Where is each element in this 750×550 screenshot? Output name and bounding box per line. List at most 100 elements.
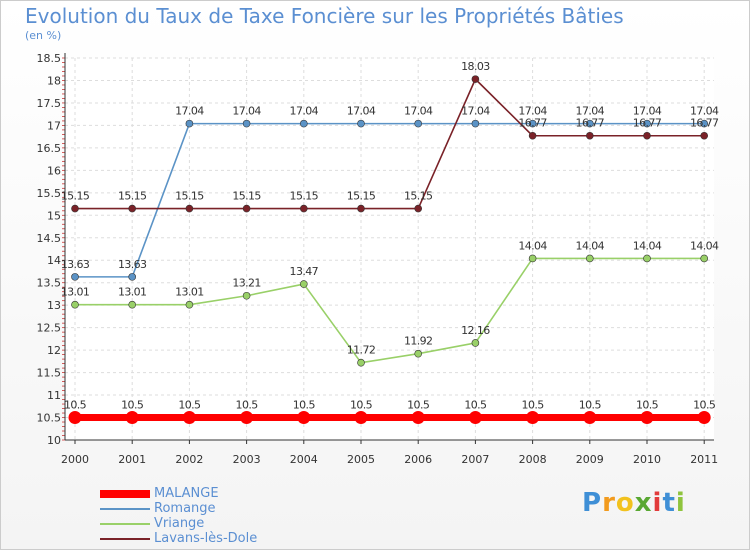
data-label: 13.01 — [118, 286, 147, 299]
x-tick-label: 2007 — [461, 453, 489, 466]
data-point — [585, 131, 594, 140]
data-point — [68, 411, 82, 425]
data-label: 13.21 — [232, 277, 261, 290]
legend-label-malange: MALANGE — [154, 486, 219, 501]
data-point — [583, 411, 597, 425]
y-tick-label: 14 — [47, 254, 61, 267]
data-label: 13.47 — [290, 265, 319, 278]
legend-swatch-romange — [100, 507, 150, 510]
data-point — [299, 280, 308, 288]
data-point — [357, 358, 365, 367]
data-point — [71, 204, 79, 213]
data-label: 10.5 — [350, 399, 373, 412]
legend-item-malange: MALANGE — [100, 486, 257, 501]
data-point — [697, 411, 711, 425]
data-point — [297, 411, 311, 425]
chart-title: Evolution du Taux de Taxe Foncière sur l… — [25, 4, 624, 28]
data-point — [528, 131, 537, 140]
series-layer — [68, 75, 711, 425]
data-label: 17.04 — [232, 105, 261, 118]
logo-letter: x — [634, 488, 653, 518]
legend-item-lavans: Lavans-lès-Dole — [100, 531, 257, 546]
data-label: 10.5 — [236, 399, 259, 412]
data-label: 17.04 — [175, 105, 204, 118]
data-label: 10.5 — [293, 399, 316, 412]
y-tick-label: 15.5 — [37, 187, 62, 200]
legend-label-romange: Romange — [154, 501, 216, 516]
series-line-romange — [75, 122, 705, 278]
data-label: 15.15 — [61, 190, 90, 203]
data-label: 10.5 — [64, 399, 87, 412]
data-label: 10.5 — [178, 399, 201, 412]
data-point — [242, 119, 251, 128]
y-tick-label: 17 — [47, 119, 61, 132]
data-point — [354, 411, 368, 425]
data-point — [240, 411, 254, 425]
plot-area — [65, 58, 714, 440]
chart-subtitle: (en %) — [25, 29, 62, 42]
data-label: 10.5 — [121, 399, 144, 412]
legend: MALANGE Romange Vriange Lavans-lès-Dole — [100, 486, 257, 546]
legend-swatch-vriange — [100, 522, 150, 525]
x-tick-label: 2004 — [290, 453, 318, 466]
data-point — [128, 204, 136, 213]
axis-layer: 1010.51111.51212.51313.51414.51515.51616… — [37, 52, 719, 466]
data-point — [185, 300, 194, 309]
data-point — [71, 273, 79, 281]
y-tick-label: 16.5 — [37, 142, 62, 155]
data-point — [585, 119, 594, 128]
data-label: 15.15 — [347, 190, 376, 203]
data-point — [299, 204, 308, 213]
data-label: 17.04 — [576, 105, 605, 118]
x-tick-label: 2008 — [519, 453, 547, 466]
data-label: 13.63 — [61, 258, 90, 271]
data-label: 16.77 — [518, 117, 547, 130]
data-label: 17.04 — [690, 105, 719, 118]
data-label: 17.04 — [290, 105, 319, 118]
data-point — [71, 300, 79, 309]
data-point — [643, 119, 651, 128]
logo-letter: i — [675, 488, 686, 518]
y-tick-label: 10 — [47, 434, 61, 447]
data-point — [357, 204, 365, 213]
x-tick-label: 2000 — [61, 453, 89, 466]
y-tick-label: 13.5 — [37, 277, 62, 290]
data-label: 14.04 — [690, 239, 719, 252]
data-point — [128, 300, 136, 309]
data-label: 12.16 — [461, 324, 490, 337]
data-label: 10.5 — [464, 399, 487, 412]
data-label: 10.5 — [579, 399, 602, 412]
data-label: 17.04 — [347, 105, 376, 118]
data-label: 17.04 — [518, 105, 547, 118]
data-point — [526, 411, 540, 425]
logo-letter: r — [602, 488, 616, 518]
x-tick-label: 2005 — [347, 453, 375, 466]
data-point — [182, 411, 196, 425]
data-point — [128, 273, 136, 281]
data-label: 10.5 — [693, 399, 716, 412]
legend-item-romange: Romange — [100, 501, 257, 516]
x-tick-label: 2006 — [404, 453, 432, 466]
data-label: 16.77 — [690, 117, 719, 130]
y-tick-label: 14.5 — [37, 232, 62, 245]
data-label: 14.04 — [633, 239, 662, 252]
data-label: 10.5 — [522, 399, 545, 412]
data-point — [414, 119, 423, 128]
data-point — [468, 411, 482, 425]
data-label: 11.72 — [347, 344, 376, 357]
data-label: 18.03 — [461, 60, 490, 73]
legend-swatch-malange — [100, 489, 150, 498]
y-tick-label: 13 — [47, 299, 61, 312]
data-label: 16.77 — [576, 117, 605, 130]
data-point — [640, 411, 654, 425]
y-tick-label: 18 — [47, 74, 61, 87]
data-label: 15.15 — [404, 190, 433, 203]
data-point — [414, 204, 423, 213]
data-label: 11.92 — [404, 335, 433, 348]
data-label-layer: 10.5 10.5 10.5 10.5 10.5 10.5 10.5 10.5 10.5 10.5… — [61, 60, 720, 412]
y-tick-label: 16 — [47, 164, 61, 177]
data-point — [528, 254, 537, 263]
logo-letter: i — [652, 488, 663, 518]
logo-letter: o — [615, 488, 635, 518]
proxiti-logo: Proxiti — [582, 488, 686, 518]
